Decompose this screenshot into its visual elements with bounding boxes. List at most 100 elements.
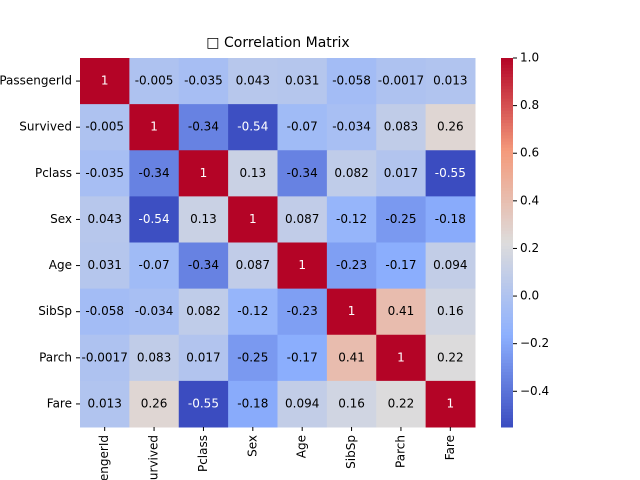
colorbar-step	[501, 359, 513, 363]
cell-label: 0.22	[388, 396, 415, 410]
cell	[228, 150, 278, 197]
colorbar-step	[501, 325, 513, 330]
colorbar-step	[501, 316, 513, 320]
cell-label: -0.18	[435, 212, 466, 226]
colorbar-step	[501, 313, 513, 317]
cell-label: -0.058	[85, 304, 124, 318]
colorbar-step	[501, 396, 513, 400]
colorbar-step	[501, 270, 513, 274]
colorbar-step	[501, 411, 513, 416]
cell-label: 0.13	[190, 212, 217, 226]
colorbar-step	[501, 267, 513, 271]
colorbar-step	[501, 377, 513, 382]
cell-label: 0.087	[236, 258, 270, 272]
colorbar-step	[501, 208, 513, 213]
cell-label: -0.07	[287, 120, 318, 134]
cell-label: 0.082	[186, 304, 220, 318]
cell	[228, 380, 278, 428]
cell-label: -0.034	[135, 304, 174, 318]
cell	[326, 104, 377, 151]
colorbar-step	[501, 257, 513, 262]
cell	[326, 334, 377, 382]
colorbar-step	[501, 119, 513, 124]
colorbar-step	[501, 162, 513, 167]
cell	[425, 196, 476, 243]
chart-title: □ Correlation Matrix	[206, 35, 349, 51]
cell-label: 0.013	[88, 396, 122, 410]
colorbar-step	[501, 144, 513, 148]
colorbar-step	[501, 374, 513, 379]
cell	[178, 104, 229, 151]
colorbar-step	[501, 199, 513, 204]
cell	[326, 150, 377, 197]
cell-label: 0.082	[334, 166, 368, 180]
cell	[326, 380, 377, 428]
colorbar-step	[501, 137, 513, 142]
cell-label: 1	[249, 212, 257, 226]
cell	[129, 58, 180, 105]
colorbar-step	[501, 70, 513, 74]
cell-label: 0.094	[433, 258, 467, 272]
cell-label: -0.0017	[378, 74, 424, 88]
cell	[277, 380, 328, 428]
cell-label: 0.13	[239, 166, 266, 180]
cell-label: -0.55	[188, 396, 219, 410]
colorbar-step	[501, 82, 513, 87]
cell	[178, 380, 229, 428]
cell	[80, 58, 130, 105]
colorbar-step	[501, 211, 513, 216]
colorbar-step	[501, 423, 513, 428]
colorbar-step	[501, 248, 513, 253]
cell-label: 0.083	[384, 120, 418, 134]
cell	[425, 380, 476, 428]
colorbar-step	[501, 307, 513, 311]
cell-label: -0.17	[385, 258, 416, 272]
y-tick-label: Age	[49, 258, 72, 272]
cell-label: -0.07	[139, 258, 170, 272]
colorbar-step	[501, 300, 513, 305]
colorbar-step	[501, 393, 513, 397]
cell	[129, 288, 180, 336]
cell	[376, 104, 427, 151]
cell-label: 0.031	[88, 258, 122, 272]
colorbar-step	[501, 414, 513, 419]
colorbar-step	[501, 177, 513, 182]
colorbar-step	[501, 61, 513, 65]
colorbar-step	[501, 362, 513, 366]
cell-label: -0.18	[237, 396, 268, 410]
cell-label: 1	[298, 258, 306, 272]
colorbar-step	[501, 134, 513, 139]
cell	[129, 196, 180, 243]
cell-label: 0.017	[384, 166, 418, 180]
colorbar-step	[501, 128, 513, 133]
cell-label: 0.043	[88, 212, 122, 226]
colorbar-step	[501, 350, 513, 354]
cell-label: 0.16	[437, 304, 464, 318]
colorbar-step	[501, 153, 513, 157]
colorbar-tick-label: 1.0	[520, 51, 539, 65]
colorbar-step	[501, 184, 513, 188]
y-tick-label: Pclass	[35, 166, 72, 180]
colorbar-step	[501, 147, 513, 151]
colorbar-step	[501, 187, 513, 191]
colorbar-step	[501, 220, 513, 225]
colorbar-step	[501, 174, 513, 179]
cell-label: 1	[200, 166, 208, 180]
cell-label: -0.25	[385, 212, 416, 226]
x-tick-label: Age	[295, 435, 309, 458]
cell	[425, 242, 476, 290]
colorbar-step	[501, 224, 513, 228]
colorbar-step	[501, 319, 513, 323]
cell-label: 0.16	[338, 396, 365, 410]
colorbar-step	[501, 67, 513, 71]
colorbar-step	[501, 150, 513, 154]
x-tick-label: SibSp	[344, 435, 358, 469]
colorbar-tick-label: 0.2	[520, 241, 539, 255]
colorbar-step	[501, 202, 513, 207]
cell	[80, 104, 130, 151]
colorbar-step	[501, 122, 513, 127]
cell	[376, 242, 427, 290]
colorbar-step	[501, 254, 513, 259]
colorbar-step	[501, 107, 513, 111]
